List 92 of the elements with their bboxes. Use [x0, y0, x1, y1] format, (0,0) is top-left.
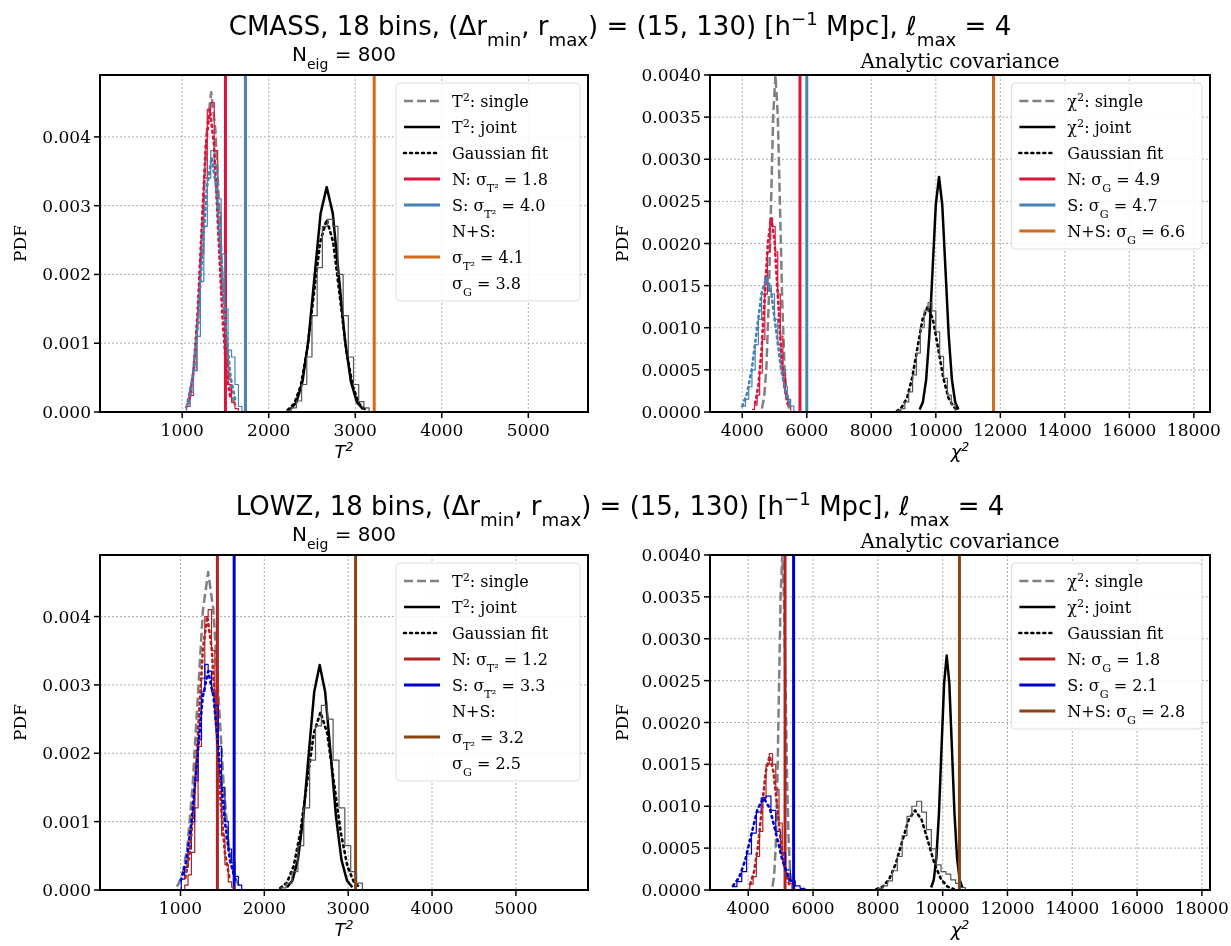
x-axis-title: T$^{2}$ — [334, 438, 354, 462]
y-tick-label: 0.001 — [42, 333, 91, 354]
x-tick-label: 10000 — [908, 420, 963, 440]
x-tick-label: 16000 — [1110, 898, 1165, 918]
legend-label: N+S: σ$_{T²}$ = 4.1 σ$_{G}$ = 3.8 — [452, 222, 524, 299]
legend-label: S: σ$_{G}$ = 2.1 — [1067, 676, 1158, 701]
x-tick-label: 10000 — [915, 898, 970, 918]
x-tick-label: 6000 — [785, 420, 829, 440]
legend-label: χ$^{2}$: single — [1067, 570, 1144, 591]
x-tick-label: 1000 — [160, 420, 204, 440]
y-tick-label: 0.0010 — [641, 317, 701, 338]
x-tick-label: 18000 — [1166, 420, 1221, 440]
y-tick-label: 0.0010 — [641, 796, 701, 817]
y-tick-label: 0.0020 — [641, 712, 701, 733]
y-tick-label: 0.0005 — [641, 838, 701, 859]
y-tick-label: 0.0025 — [641, 670, 701, 691]
y-tick-label: 0.0040 — [641, 545, 701, 565]
x-tick-label: 3000 — [333, 420, 377, 440]
y-tick-label: 0.0005 — [641, 359, 701, 380]
x-tick-label: 12000 — [973, 420, 1028, 440]
x-tick-label: 14000 — [1037, 420, 1092, 440]
legend-label: N: σ$_{T²}$ = 1.2 — [452, 650, 548, 675]
legend-label: χ$^{2}$: joint — [1067, 116, 1132, 137]
x-tick-label: 1000 — [158, 898, 203, 918]
x-tick-label: 4000 — [420, 420, 464, 440]
chart-title: Analytic covariance — [859, 529, 1060, 553]
legend-label: Gaussian fit — [452, 144, 549, 163]
x-tick-label: 8000 — [856, 898, 900, 918]
x-tick-label: 4000 — [720, 420, 764, 440]
legend-label: N: σ$_{T²}$ = 1.8 — [452, 170, 548, 195]
y-axis-title: PDF — [10, 224, 30, 262]
y-tick-label: 0.0000 — [641, 402, 701, 422]
x-tick-label: 8000 — [849, 420, 893, 440]
y-tick-label: 0.000 — [42, 880, 91, 900]
y-tick-label: 0.0035 — [641, 107, 701, 128]
y-tick-label: 0.003 — [42, 674, 91, 695]
line-series — [771, 555, 794, 888]
y-tick-label: 0.0040 — [641, 65, 701, 85]
line-series — [186, 156, 237, 403]
line-series — [175, 570, 241, 888]
y-axis-title: PDF — [612, 224, 632, 262]
x-tick-label: 18000 — [1174, 898, 1229, 918]
x-tick-label: 5000 — [494, 898, 538, 918]
legend-label: T$^{2}$: joint — [452, 116, 518, 137]
legend-label: N+S: σ$_{T²}$ = 3.2 σ$_{G}$ = 2.5 — [452, 702, 524, 779]
y-axis-title: PDF — [612, 703, 632, 741]
x-tick-label: 16000 — [1102, 420, 1157, 440]
legend-label: S: σ$_{G}$ = 4.7 — [1067, 196, 1158, 221]
y-tick-label: 0.0015 — [641, 275, 701, 296]
legend-label: S: σ$_{T²}$ = 3.3 — [452, 676, 546, 701]
y-tick-label: 0.0025 — [641, 191, 701, 212]
y-tick-label: 0.000 — [42, 402, 91, 422]
x-tick-label: 3000 — [326, 898, 370, 918]
x-tick-label: 14000 — [1045, 898, 1100, 918]
legend-label: Gaussian fit — [452, 624, 549, 643]
legend-label: N: σ$_{G}$ = 1.8 — [1067, 650, 1161, 675]
x-axis-title: T$^{2}$ — [334, 916, 354, 940]
legend-label: T$^{2}$: single — [452, 570, 529, 591]
legend-label: χ$^{2}$: single — [1067, 90, 1144, 111]
legend-label: S: σ$_{T²}$ = 4.0 — [452, 196, 546, 221]
line-series — [760, 75, 791, 410]
legend-label: χ$^{2}$: joint — [1067, 596, 1132, 617]
y-tick-label: 0.004 — [42, 126, 91, 147]
y-tick-label: 0.0020 — [641, 233, 701, 254]
y-tick-label: 0.002 — [42, 743, 91, 764]
x-tick-label: 6000 — [791, 898, 835, 918]
y-tick-label: 0.001 — [42, 811, 91, 832]
x-tick-label: 2000 — [242, 898, 286, 918]
x-tick-label: 5000 — [506, 420, 550, 440]
y-tick-label: 0.0000 — [641, 880, 701, 900]
legend-label: N: σ$_{G}$ = 4.9 — [1067, 170, 1161, 195]
legend-label: Gaussian fit — [1067, 624, 1165, 643]
y-tick-label: 0.0030 — [641, 149, 701, 170]
x-axis-title: χ$^{2}$ — [949, 916, 970, 940]
x-tick-label: 2000 — [247, 420, 291, 440]
legend-label: T$^{2}$: single — [452, 90, 529, 111]
y-tick-label: 0.0015 — [641, 754, 701, 775]
x-tick-label: 12000 — [980, 898, 1035, 918]
y-axis-title: PDF — [10, 703, 30, 741]
legend-label: N+S: σ$_{G}$ = 2.8 — [1067, 702, 1186, 727]
y-tick-label: 0.004 — [42, 606, 91, 627]
legend-label: T$^{2}$: joint — [452, 596, 518, 617]
y-tick-label: 0.003 — [42, 195, 91, 216]
legend-label: Gaussian fit — [1067, 144, 1165, 163]
y-tick-label: 0.0035 — [641, 586, 701, 607]
y-tick-label: 0.002 — [42, 264, 91, 285]
x-axis-title: χ$^{2}$ — [949, 438, 970, 462]
legend-label: N+S: σ$_{G}$ = 6.6 — [1067, 222, 1186, 247]
chart-title: Analytic covariance — [859, 49, 1060, 73]
y-tick-label: 0.0030 — [641, 628, 701, 649]
x-tick-label: 4000 — [410, 898, 454, 918]
x-tick-label: 4000 — [726, 898, 770, 918]
